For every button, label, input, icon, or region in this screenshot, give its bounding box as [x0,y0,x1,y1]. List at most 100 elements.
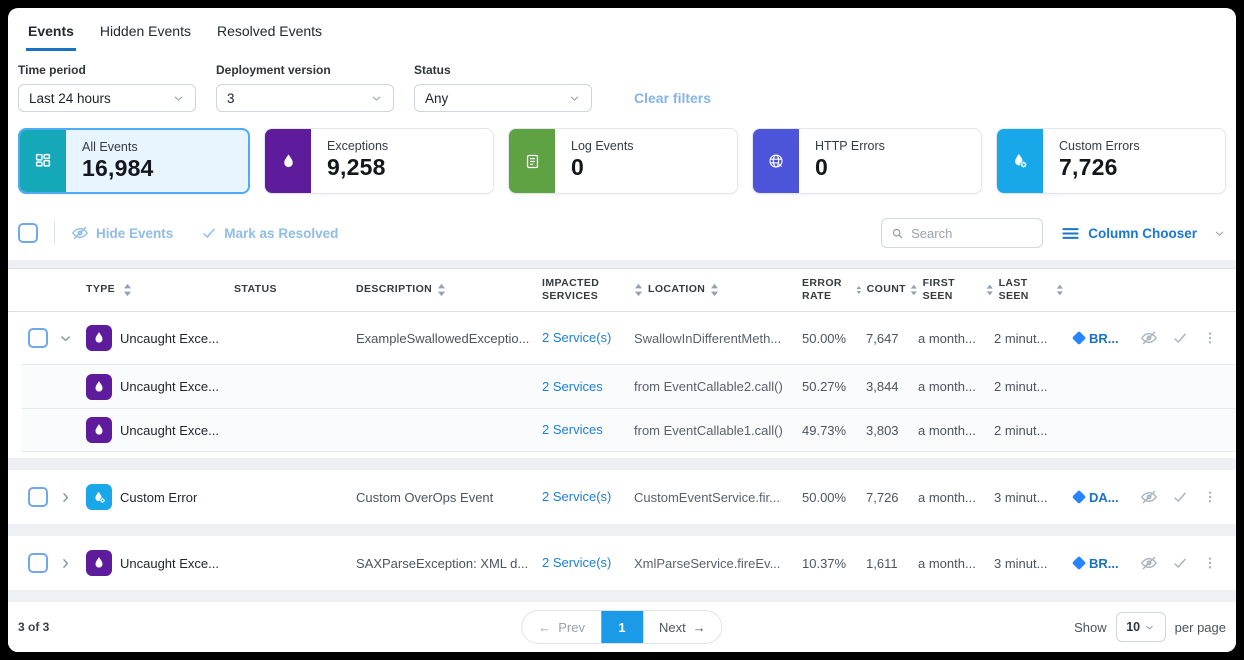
card-custom-errors[interactable]: Custom Errors 7,726 [996,128,1226,194]
check-icon [203,228,216,238]
time-period-value: Last 24 hours [29,90,111,106]
expand-row-button[interactable] [58,556,86,571]
ticket-link[interactable]: BR... [1064,556,1124,571]
search-input[interactable] [911,225,1034,241]
event-first-seen: a month... [918,330,976,346]
event-location: from EventCallable1.call() [634,422,783,438]
event-first-seen: a month... [918,489,976,505]
tab-hidden-events[interactable]: Hidden Events [99,23,191,39]
check-icon [1174,333,1186,343]
header-type[interactable]: TYPE [86,283,226,297]
event-error-rate: 49.73% [802,422,847,438]
row-checkbox[interactable] [28,487,48,507]
eye-slash-icon [1141,556,1157,570]
tab-events[interactable]: Events [26,20,76,51]
column-chooser-button[interactable]: Column Chooser [1061,224,1226,243]
event-location: CustomEventService.fir... [634,489,780,505]
card-label: Exceptions [327,139,389,153]
chevron-down-icon [61,335,70,341]
row-checkbox[interactable] [28,328,48,348]
hide-events-button[interactable]: Hide Events [71,224,173,242]
expand-row-button[interactable] [58,490,86,505]
ticket-link[interactable]: BR... [1064,331,1124,346]
header-description[interactable]: DESCRIPTION [346,283,530,297]
hide-event-button[interactable] [1140,554,1158,572]
header-count[interactable]: COUNT [850,283,906,297]
deployment-version-filter: Deployment version 3 [216,63,394,112]
resolve-event-button[interactable] [1172,330,1188,346]
collapse-row-button[interactable] [58,331,86,346]
grid-icon [20,130,66,192]
card-value: 16,984 [82,155,154,181]
clear-filters-link[interactable]: Clear filters [634,90,712,106]
time-period-label: Time period [18,63,86,77]
card-http-errors[interactable]: HTTP Errors 0 [752,128,982,194]
services-link[interactable]: 2 Service(s) [542,555,612,570]
status-select[interactable]: Any [414,84,592,112]
event-row-group: Uncaught Exce... SAXParseException: XML … [8,536,1236,590]
chevron-down-icon [372,96,381,101]
header-last-seen[interactable]: LAST SEEN [978,277,1064,303]
table-row: Custom Error Custom OverOps Event 2 Serv… [8,470,1236,524]
sort-icon [711,283,719,297]
services-link[interactable]: 2 Services [542,378,603,394]
card-value: 0 [571,154,584,180]
arrow-left-icon: ← [538,619,552,635]
card-exceptions[interactable]: Exceptions 9,258 [264,128,494,194]
row-menu-button[interactable] [1202,489,1218,505]
select-all-checkbox[interactable] [18,223,38,243]
tab-resolved-events[interactable]: Resolved Events [216,23,323,39]
ticket-diamond-icon [1071,330,1087,346]
card-log-events[interactable]: Log Events 0 [508,128,738,194]
sort-icon [856,286,862,294]
deployment-version-select[interactable]: 3 [216,84,394,112]
header-impacted-services[interactable]: IMPACTED SERVICES [542,276,600,302]
header-error-rate[interactable]: ERROR RATE [802,276,842,302]
row-menu-button[interactable] [1202,330,1218,346]
prev-page-button[interactable]: ← Prev [538,619,585,635]
header-status[interactable]: STATUS [234,283,277,296]
resolve-event-button[interactable] [1172,555,1188,571]
event-error-rate: 50.27% [802,379,847,394]
page-size-control: Show 10 per page [1074,612,1226,642]
eye-slash-icon [1141,490,1157,504]
check-icon [1174,558,1186,568]
hide-event-button[interactable] [1140,488,1158,506]
header-first-seen[interactable]: FIRST SEEN [906,277,978,303]
event-count: 1,611 [866,555,898,571]
ticket-link[interactable]: DA... [1064,490,1124,505]
table-row: Uncaught Exce... ExampleSwallowedExcepti… [8,312,1236,364]
deployment-version-label: Deployment version [216,63,331,77]
eye-slash-icon [1141,331,1157,345]
next-page-button[interactable]: Next → [659,619,706,635]
kebab-menu-icon [1208,557,1212,569]
events-dashboard: Events Hidden Events Resolved Events Tim… [8,8,1236,652]
check-icon [1174,492,1186,502]
chevron-down-icon [1146,625,1153,629]
services-link[interactable]: 2 Services [542,422,603,437]
sort-icon [986,284,993,296]
resolve-event-button[interactable] [1172,489,1188,505]
services-link[interactable]: 2 Service(s) [542,489,612,504]
event-count: 3,803 [866,422,899,438]
sort-icon [635,283,642,297]
mark-resolved-button[interactable]: Mark as Resolved [201,225,338,241]
event-last-seen: 3 minut... [994,555,1048,571]
row-checkbox[interactable] [28,553,48,573]
page-size-select[interactable]: 10 [1115,612,1166,642]
event-description: ExampleSwallowedExceptio... [356,330,530,346]
header-location[interactable]: LOCATION [624,283,788,297]
card-all-events[interactable]: All Events 16,984 [18,128,250,194]
chevron-down-icon [570,96,579,101]
event-description: Custom OverOps Event [356,489,494,505]
sort-icon [1057,284,1064,296]
services-link[interactable]: 2 Service(s) [542,330,612,345]
globe-icon [753,129,799,193]
event-count: 7,726 [866,489,899,505]
page-number-button[interactable]: 1 [601,611,643,643]
filter-bar: Time period Last 24 hours Deployment ver… [8,51,1236,112]
row-menu-button[interactable] [1202,555,1218,571]
event-first-seen: a month... [918,555,976,571]
time-period-select[interactable]: Last 24 hours [18,84,196,112]
hide-event-button[interactable] [1140,329,1158,347]
